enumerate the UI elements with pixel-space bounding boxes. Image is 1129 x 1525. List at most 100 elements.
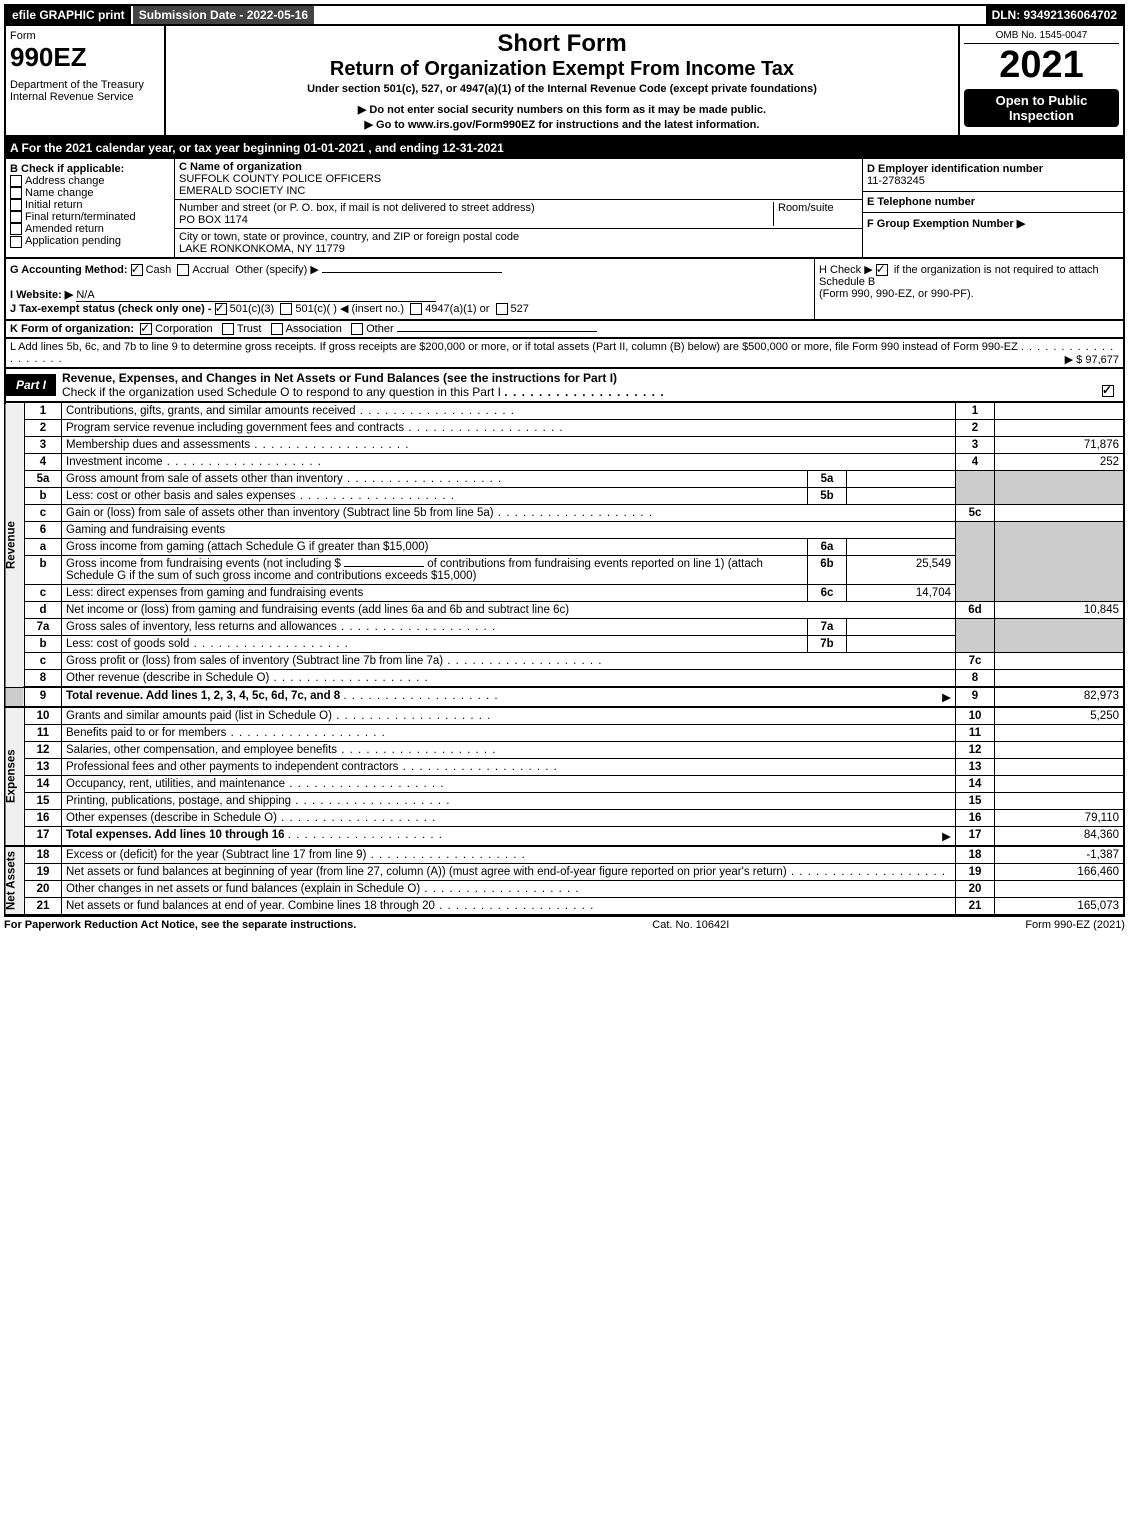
ref-14: 14 (956, 776, 995, 793)
ln-2: 2 (25, 420, 62, 437)
side-revenue: Revenue (5, 403, 25, 687)
cb-assoc[interactable] (271, 323, 283, 335)
shade-7 (956, 619, 995, 653)
blank-6b[interactable] (344, 566, 424, 567)
ref-3: 3 (956, 437, 995, 454)
desc-5c: Gain or (loss) from sale of assets other… (66, 507, 653, 519)
h-text3: (Form 990, 990-EZ, or 990-PF). (819, 288, 974, 300)
ref-20: 20 (956, 881, 995, 898)
lbl-address-change: Address change (25, 175, 105, 187)
j-527: 527 (511, 303, 529, 315)
desc-15: Printing, publications, postage, and shi… (66, 795, 450, 807)
ln-9: 9 (25, 687, 62, 707)
cb-part1-schedule-o[interactable] (1102, 385, 1114, 397)
col-def: D Employer identification number 11-2783… (863, 159, 1123, 257)
subval-6b: 25,549 (847, 556, 956, 585)
ln-4: 4 (25, 454, 62, 471)
org-street: PO BOX 1174 (179, 214, 248, 226)
val-4: 252 (995, 454, 1125, 471)
ref-4: 4 (956, 454, 995, 471)
ln-20: 20 (25, 881, 62, 898)
ln-10: 10 (25, 707, 62, 725)
val-12 (995, 742, 1125, 759)
cb-final-return[interactable] (10, 211, 22, 223)
ref-6d: 6d (956, 602, 995, 619)
cb-accrual[interactable] (177, 264, 189, 276)
l-text: L Add lines 5b, 6c, and 7b to line 9 to … (10, 341, 1018, 353)
cb-other[interactable] (351, 323, 363, 335)
side-rev-gap (5, 687, 25, 707)
arrow-9: ▶ (942, 690, 951, 704)
sub-7b: 7b (808, 636, 847, 653)
val-14 (995, 776, 1125, 793)
ln-18: 18 (25, 846, 62, 864)
k-label: K Form of organization: (10, 323, 134, 335)
ein-value: 11-2783245 (867, 175, 925, 187)
lbl-application-pending: Application pending (25, 235, 121, 247)
g-cash: Cash (146, 264, 172, 276)
cb-h[interactable] (876, 264, 888, 276)
c-city-label: City or town, state or province, country… (179, 231, 519, 243)
sub-5a: 5a (808, 471, 847, 488)
val-19: 166,460 (995, 864, 1125, 881)
ln-1: 1 (25, 403, 62, 420)
cb-501c3[interactable] (215, 303, 227, 315)
cb-amended-return[interactable] (10, 223, 22, 235)
val-17: 84,360 (995, 827, 1125, 847)
cb-trust[interactable] (222, 323, 234, 335)
ref-7c: 7c (956, 653, 995, 670)
val-10: 5,250 (995, 707, 1125, 725)
j-label: J Tax-exempt status (check only one) - (10, 303, 212, 315)
part1-table: Revenue 1 Contributions, gifts, grants, … (4, 403, 1125, 916)
footer-left: For Paperwork Reduction Act Notice, see … (4, 919, 356, 931)
ref-8: 8 (956, 670, 995, 688)
ln-5c: c (25, 505, 62, 522)
desc-5a: Gross amount from sale of assets other t… (66, 473, 502, 485)
part1-title-text: Revenue, Expenses, and Changes in Net As… (62, 371, 617, 385)
subval-7a (847, 619, 956, 636)
org-name-2: EMERALD SOCIETY INC (179, 185, 305, 197)
ref-21: 21 (956, 898, 995, 916)
ln-6c: c (25, 585, 62, 602)
val-20 (995, 881, 1125, 898)
ln-13: 13 (25, 759, 62, 776)
ln-5a: 5a (25, 471, 62, 488)
ref-16: 16 (956, 810, 995, 827)
ln-16: 16 (25, 810, 62, 827)
cb-cash[interactable] (131, 264, 143, 276)
top-bar-spacer (316, 6, 985, 24)
desc-6d: Net income or (loss) from gaming and fun… (62, 602, 956, 619)
cb-application-pending[interactable] (10, 236, 22, 248)
k-other-blank[interactable] (397, 331, 597, 332)
return-title: Return of Organization Exempt From Incom… (170, 58, 954, 81)
row-l: L Add lines 5b, 6c, and 7b to line 9 to … (4, 339, 1125, 369)
arrow-17: ▶ (942, 829, 951, 843)
desc-12: Salaries, other compensation, and employ… (66, 744, 496, 756)
h-text1: H Check ▶ (819, 264, 873, 276)
l-amount: ▶ $ 97,677 (1065, 353, 1119, 366)
cb-527[interactable] (496, 303, 508, 315)
val-1 (995, 403, 1125, 420)
cb-501c[interactable] (280, 303, 292, 315)
g-other-blank[interactable] (322, 272, 502, 273)
block-bcdef: B Check if applicable: Address change Na… (4, 159, 1125, 259)
val-15 (995, 793, 1125, 810)
val-18: -1,387 (995, 846, 1125, 864)
subval-5b (847, 488, 956, 505)
cb-address-change[interactable] (10, 175, 22, 187)
part1-dots (504, 385, 664, 399)
shade-5 (956, 471, 995, 505)
footer-right: Form 990-EZ (2021) (1025, 919, 1125, 931)
ref-19: 19 (956, 864, 995, 881)
desc-19: Net assets or fund balances at beginning… (66, 866, 946, 878)
cb-name-change[interactable] (10, 187, 22, 199)
row-k: K Form of organization: Corporation Trus… (4, 321, 1125, 339)
subval-7b (847, 636, 956, 653)
cb-corp[interactable] (140, 323, 152, 335)
g-label: G Accounting Method: (10, 264, 128, 276)
part1-header: Part I Revenue, Expenses, and Changes in… (4, 369, 1125, 403)
lbl-initial-return: Initial return (25, 199, 82, 211)
cb-initial-return[interactable] (10, 199, 22, 211)
cb-4947[interactable] (410, 303, 422, 315)
ln-3: 3 (25, 437, 62, 454)
